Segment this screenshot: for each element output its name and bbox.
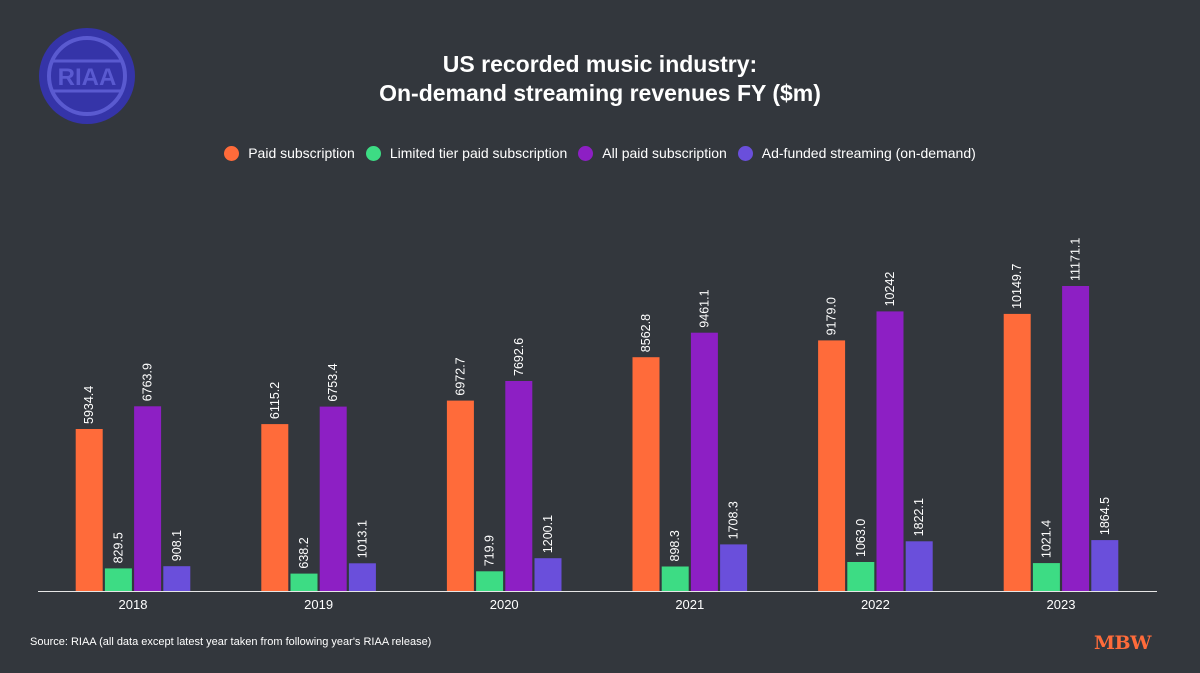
data-label-2022-series-0: 9179.0 (825, 297, 839, 335)
data-label-2021-series-3: 1708.3 (727, 501, 741, 539)
legend-item-limited-tier[interactable]: Limited tier paid subscription (365, 145, 568, 161)
chart-title-line-1: US recorded music industry: (442, 51, 758, 77)
data-label-2020-series-1: 719.9 (483, 535, 497, 566)
bar-2022-series-3[interactable] (905, 541, 933, 591)
bar-2018-series-0[interactable] (75, 429, 103, 591)
data-label-2021-series-0: 8562.8 (639, 314, 653, 352)
bar-2018-series-1[interactable] (104, 568, 132, 591)
bar-2023-series-1[interactable] (1032, 563, 1060, 591)
bar-2022-series-0[interactable] (818, 340, 846, 591)
legend-label-limited-tier: Limited tier paid subscription (389, 145, 568, 161)
bar-2021-series-2[interactable] (690, 332, 718, 591)
bar-2023-series-3[interactable] (1091, 540, 1119, 591)
data-label-2023-series-2: 11171.1 (1069, 238, 1083, 281)
legend-label-all-paid: All paid subscription (602, 145, 727, 161)
bar-2022-series-1[interactable] (847, 562, 875, 591)
x-tick-label-2023: 2023 (1047, 597, 1076, 612)
x-tick-label-2020: 2020 (490, 597, 519, 612)
bar-2022-series-2[interactable] (876, 311, 904, 591)
source-note: Source: RIAA (all data except latest yea… (30, 636, 432, 648)
riaa-logo: RIAA (39, 28, 135, 124)
legend-swatch-limited-tier (365, 145, 381, 161)
bar-2018-series-3[interactable] (163, 566, 191, 591)
riaa-logo-text: RIAA (58, 64, 117, 91)
bar-2019-series-1[interactable] (290, 573, 318, 591)
bar-2020-series-2[interactable] (505, 381, 533, 591)
legend-label-paid-subscription: Paid subscription (248, 145, 355, 161)
bar-2021-series-1[interactable] (661, 566, 689, 592)
bar-2019-series-2[interactable] (319, 406, 347, 591)
data-label-2019-series-1: 638.2 (297, 537, 311, 568)
bar-2020-series-0[interactable] (446, 400, 474, 591)
bar-2023-series-2[interactable] (1062, 286, 1090, 591)
data-label-2020-series-2: 7692.6 (512, 338, 526, 376)
data-label-2023-series-1: 1021.4 (1039, 520, 1053, 558)
data-label-2021-series-2: 9461.1 (697, 289, 711, 327)
x-tick-label-2018: 2018 (119, 597, 148, 612)
bar-2018-series-2[interactable] (134, 406, 162, 591)
data-label-2023-series-0: 10149.7 (1010, 264, 1024, 309)
x-tick-label-2019: 2019 (304, 597, 333, 612)
bar-2020-series-3[interactable] (534, 558, 562, 591)
data-label-2022-series-3: 1822.1 (912, 498, 926, 536)
bar-2019-series-3[interactable] (348, 563, 376, 591)
x-tick-label-2021: 2021 (675, 597, 704, 612)
data-label-2023-series-3: 1864.5 (1098, 497, 1112, 535)
data-label-2020-series-0: 6972.7 (453, 357, 467, 395)
legend-swatch-ad-funded (737, 145, 753, 161)
data-label-2018-series-2: 6763.9 (141, 363, 155, 401)
bar-2021-series-0[interactable] (632, 357, 660, 591)
data-label-2018-series-3: 908.1 (170, 530, 184, 561)
chart-title: US recorded music industry: On-demand st… (0, 50, 1200, 108)
data-label-2020-series-3: 1200.1 (541, 515, 555, 553)
data-label-2022-series-1: 1063.0 (854, 519, 868, 557)
legend-item-paid-subscription[interactable]: Paid subscription (224, 145, 355, 161)
bar-2023-series-0[interactable] (1003, 313, 1031, 591)
data-label-2019-series-0: 6115.2 (268, 382, 282, 419)
data-label-2021-series-1: 898.3 (668, 530, 682, 561)
data-label-2022-series-2: 10242 (883, 272, 897, 307)
legend-item-ad-funded[interactable]: Ad-funded streaming (on-demand) (737, 145, 976, 161)
x-tick-label-2022: 2022 (861, 597, 890, 612)
bar-2019-series-0[interactable] (261, 424, 289, 591)
data-label-2018-series-1: 829.5 (111, 532, 125, 563)
chart-title-line-2: On-demand streaming revenues FY ($m) (379, 80, 821, 106)
legend-swatch-all-paid (578, 145, 594, 161)
data-label-2019-series-2: 6753.4 (326, 363, 340, 401)
bar-2021-series-3[interactable] (720, 544, 748, 591)
legend-item-all-paid[interactable]: All paid subscription (578, 145, 727, 161)
data-label-2018-series-0: 5934.4 (82, 386, 96, 424)
data-label-2019-series-3: 1013.1 (355, 520, 369, 558)
legend-swatch-paid-subscription (224, 145, 240, 161)
legend-label-ad-funded: Ad-funded streaming (on-demand) (761, 145, 976, 161)
chart-legend: Paid subscription Limited tier paid subs… (0, 145, 1200, 161)
bar-2020-series-1[interactable] (476, 571, 504, 591)
mbw-logo: MBW (1094, 632, 1151, 654)
